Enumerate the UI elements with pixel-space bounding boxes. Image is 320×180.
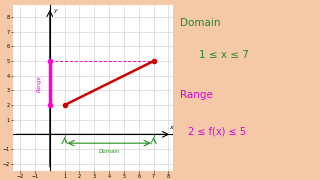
Text: 2 ≤ f(x) ≤ 5: 2 ≤ f(x) ≤ 5	[188, 126, 245, 136]
Text: 1 ≤ x ≤ 7: 1 ≤ x ≤ 7	[199, 50, 249, 60]
Text: Range: Range	[180, 90, 213, 100]
Text: x: x	[169, 125, 172, 130]
Text: Domain: Domain	[99, 149, 120, 154]
Text: y: y	[53, 8, 57, 13]
Text: Range: Range	[37, 75, 42, 91]
Text: Domain: Domain	[180, 18, 221, 28]
